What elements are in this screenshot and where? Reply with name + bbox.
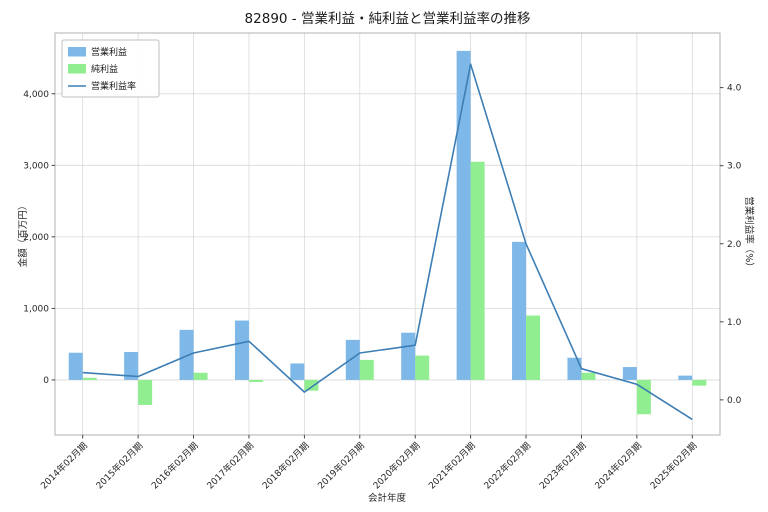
x-tick-label: 2017年02月期	[204, 440, 256, 492]
bar-net-income	[359, 359, 374, 380]
bar-operating-income	[512, 241, 527, 380]
bar-net-income	[82, 377, 97, 380]
y-tick-label-right: 3.0	[727, 162, 742, 172]
bar-net-income	[138, 379, 153, 405]
plot-border	[54, 32, 721, 436]
y-tick-label-right: 4.0	[727, 84, 742, 94]
bar-operating-income	[234, 320, 249, 380]
x-tick-label: 2025年02月期	[648, 440, 700, 492]
bar-operating-income	[622, 367, 637, 380]
legend-label-operating-income: 営業利益	[91, 46, 127, 58]
x-tick-label: 2014年02月期	[38, 440, 90, 492]
bar-operating-income	[68, 352, 83, 380]
legend-swatch-operating-income	[68, 47, 86, 57]
bar-net-income	[636, 379, 651, 415]
bar-operating-income	[678, 375, 693, 380]
bar-net-income	[692, 379, 707, 386]
y-tick-label-left: 3,000	[23, 161, 49, 171]
bar-operating-income	[290, 363, 305, 380]
legend-label-operating-margin: 営業利益率	[91, 80, 136, 92]
x-tick-label: 2019年02月期	[315, 440, 367, 492]
bar-net-income	[581, 372, 596, 380]
y-tick-label-left: 4,000	[23, 90, 49, 100]
x-tick-label: 2018年02月期	[260, 440, 312, 492]
y-tick-label-right: 1.0	[727, 318, 742, 328]
bar-operating-income	[567, 357, 582, 380]
bar-net-income	[304, 379, 319, 391]
x-tick-label: 2024年02月期	[592, 440, 644, 492]
chart-title: 82890 - 営業利益・純利益と営業利益率の推移	[244, 11, 531, 27]
bar-net-income	[248, 379, 263, 383]
y-tick-label-left: 0	[43, 376, 49, 386]
bar-operating-income	[345, 339, 360, 380]
y-tick-label-right: 2.0	[727, 240, 742, 250]
bar-operating-income	[456, 50, 471, 380]
bar-operating-income	[124, 352, 139, 380]
y-tick-label-left: 1,000	[23, 304, 49, 314]
x-tick-label: 2023年02月期	[537, 440, 589, 492]
x-tick-label: 2022年02月期	[481, 440, 533, 492]
bar-operating-income	[179, 329, 194, 380]
legend-box	[61, 39, 160, 98]
bar-operating-income	[401, 332, 416, 380]
legend-label-net-income: 純利益	[91, 63, 118, 75]
x-tick-label: 2020年02月期	[370, 440, 422, 492]
y-tick-label-right: 0.0	[727, 396, 742, 406]
bar-net-income	[470, 161, 485, 380]
x-axis-label: 会計年度	[367, 493, 407, 504]
x-tick-label: 2021年02月期	[426, 440, 478, 492]
bar-net-income	[526, 315, 541, 380]
legend-swatch-net-income	[68, 64, 86, 74]
bar-net-income	[193, 372, 208, 380]
x-tick-label: 2016年02月期	[149, 440, 201, 492]
line-operating-margin	[82, 63, 693, 421]
bar-net-income	[415, 355, 430, 380]
x-tick-label: 2015年02月期	[93, 440, 145, 492]
y-tick-label-left: 2,000	[23, 233, 49, 243]
